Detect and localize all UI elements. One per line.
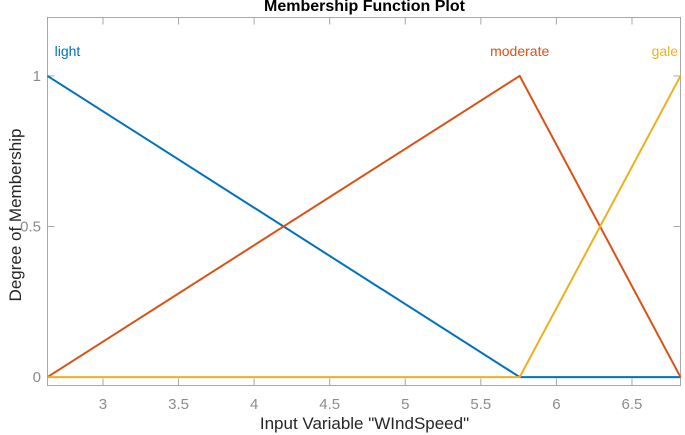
x-tick-label: 4.5 <box>319 396 340 413</box>
y-tick-label: 0.5 <box>20 218 41 235</box>
y-tick-label: 0 <box>33 369 41 386</box>
y-axis-label: Degree of Membership <box>6 128 25 302</box>
x-tick-label: 6.5 <box>622 396 643 413</box>
x-tick-label: 5 <box>401 396 409 413</box>
x-axis-label: Input Variable "WIndSpeed" <box>259 414 470 433</box>
x-tick-label: 4 <box>250 396 258 413</box>
x-tick-label: 3 <box>99 396 107 413</box>
curve-label-gale: gale <box>652 43 679 59</box>
membership-curve-gale <box>47 75 682 379</box>
chart-title: Membership Function Plot <box>264 0 465 15</box>
curve-label-light: light <box>55 43 81 59</box>
x-tick-label: 3.5 <box>168 396 189 413</box>
curve-label-moderate: moderate <box>490 43 549 59</box>
y-tick-label: 1 <box>33 68 41 85</box>
axes-box <box>47 17 681 386</box>
x-tick-label: 5.5 <box>470 396 491 413</box>
x-tick-label: 6 <box>552 396 560 413</box>
membership-curve-moderate <box>46 74 682 378</box>
membership-curve-light <box>46 75 681 379</box>
